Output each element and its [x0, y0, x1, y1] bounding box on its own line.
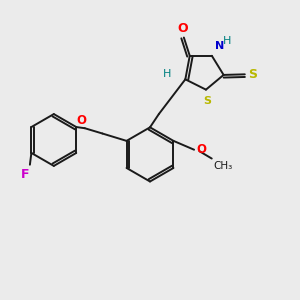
- Text: S: S: [248, 68, 257, 81]
- Text: CH₃: CH₃: [213, 161, 232, 171]
- Text: O: O: [177, 22, 188, 34]
- Text: S: S: [203, 95, 211, 106]
- Text: H: H: [163, 69, 171, 79]
- Text: O: O: [196, 142, 206, 156]
- Text: H: H: [223, 36, 231, 46]
- Text: O: O: [77, 114, 87, 127]
- Text: N: N: [215, 41, 224, 51]
- Text: F: F: [21, 168, 30, 181]
